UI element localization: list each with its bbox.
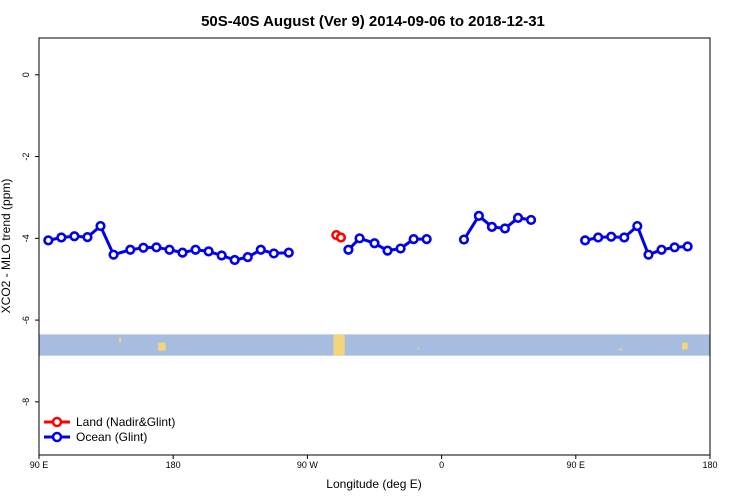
x-tick-label-1: 180 bbox=[166, 460, 181, 470]
series-1-point-0-8 bbox=[151, 242, 162, 253]
x-tick-label-4: 90 E bbox=[567, 460, 586, 470]
series-1-point-1-5 bbox=[408, 234, 419, 245]
series-1-point-2-3 bbox=[499, 223, 511, 234]
series-1-point-0-10 bbox=[177, 247, 188, 258]
series-1-point-3-8 bbox=[682, 241, 693, 252]
y-tick-label-4: -8 bbox=[21, 398, 31, 406]
series-1-point-3-1 bbox=[593, 232, 604, 243]
series-1-point-0-14 bbox=[229, 254, 240, 266]
legend-land-label: Land (Nadir&Glint) bbox=[76, 415, 175, 429]
series-1-point-0-5 bbox=[108, 249, 119, 260]
land-patch-0 bbox=[119, 337, 122, 343]
series-1-point-1-1 bbox=[354, 233, 365, 244]
series-1-point-1-3 bbox=[382, 245, 393, 256]
series-1-point-0-0 bbox=[43, 235, 54, 246]
series-1-point-0-6 bbox=[125, 244, 136, 255]
series-1-point-2-5 bbox=[525, 214, 537, 226]
series-1-point-3-3 bbox=[619, 232, 630, 243]
series-1-point-0-11 bbox=[190, 244, 201, 255]
series-1-point-1-0 bbox=[343, 244, 354, 255]
y-tick-label-3: -6 bbox=[21, 316, 31, 324]
series-1-point-3-5 bbox=[643, 249, 654, 260]
series-1-point-0-1 bbox=[56, 232, 67, 243]
ocean-band bbox=[39, 334, 710, 356]
x-tick-label-5: 180 bbox=[702, 460, 717, 470]
legend: Land (Nadir&Glint) Ocean (Glint) bbox=[44, 415, 175, 444]
legend-ocean-label: Ocean (Glint) bbox=[76, 430, 147, 444]
series-1-line-0 bbox=[47, 224, 289, 262]
land-patch-4 bbox=[618, 348, 623, 351]
land-patch-5 bbox=[682, 342, 688, 350]
series-1-point-2-2 bbox=[486, 221, 498, 232]
series-1-point-0-12 bbox=[203, 246, 214, 257]
series-1-point-3-4 bbox=[632, 220, 643, 232]
land-patch-2 bbox=[333, 334, 345, 356]
y-tick-label-0: 0 bbox=[21, 72, 31, 77]
series-1-point-0-3 bbox=[82, 231, 93, 243]
legend-ocean-marker bbox=[51, 431, 63, 443]
series-1-point-1-2 bbox=[369, 238, 380, 249]
series-1-point-3-2 bbox=[606, 231, 617, 242]
series-1-point-0-2 bbox=[69, 231, 80, 242]
y-tick-label-2: -4 bbox=[21, 234, 31, 242]
series-1-point-0-18 bbox=[283, 247, 294, 258]
series-1-point-3-0 bbox=[580, 235, 591, 246]
y-axis-ticks: 0 -2 -4 -6 -8 bbox=[21, 72, 39, 406]
series-1-point-0-7 bbox=[138, 242, 149, 253]
land-ocean-band bbox=[39, 334, 710, 356]
series-1-point-3-7 bbox=[669, 242, 680, 253]
series-1-point-0-13 bbox=[216, 250, 227, 261]
series-0-point-0-1 bbox=[335, 232, 347, 243]
series-1-point-1-4 bbox=[395, 243, 406, 254]
series-1-point-0-17 bbox=[268, 248, 279, 259]
series-1-point-0-15 bbox=[242, 252, 253, 263]
plot-series bbox=[43, 210, 693, 266]
x-tick-label-0: 90 E bbox=[30, 460, 49, 470]
series-1-point-1-6 bbox=[421, 234, 432, 245]
x-tick-label-2: 90 W bbox=[297, 460, 319, 470]
y-tick-label-1: -2 bbox=[21, 153, 31, 161]
x-axis-ticks: 90 E 180 90 W 0 90 E 180 bbox=[30, 455, 718, 470]
series-1-point-0-4 bbox=[95, 220, 106, 232]
series-1-point-2-0 bbox=[458, 234, 470, 245]
plot-frame bbox=[38, 37, 711, 456]
legend-land-marker bbox=[51, 416, 63, 428]
chart-title: 50S-40S August (Ver 9) 2014-09-06 to 201… bbox=[201, 13, 545, 30]
land-patch-1 bbox=[158, 342, 166, 351]
series-1-point-3-6 bbox=[656, 244, 667, 255]
series-1-point-0-9 bbox=[164, 244, 175, 255]
series-1-point-2-4 bbox=[512, 212, 524, 223]
y-axis-label: XCO2 - MLO trend (ppm) bbox=[0, 179, 13, 314]
x-tick-label-3: 0 bbox=[439, 460, 444, 470]
series-1-point-2-1 bbox=[473, 210, 484, 221]
series-1-point-0-16 bbox=[255, 244, 266, 255]
x-axis-label: Longitude (deg E) bbox=[326, 477, 421, 491]
land-patch-3 bbox=[417, 347, 420, 350]
